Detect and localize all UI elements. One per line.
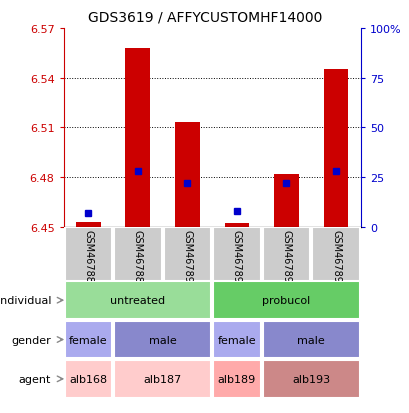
Bar bbox=[274, 174, 298, 227]
Text: probucol: probucol bbox=[262, 295, 310, 306]
Text: alb187: alb187 bbox=[143, 374, 181, 384]
Text: gender: gender bbox=[11, 335, 51, 345]
Bar bbox=[114, 360, 211, 398]
Text: individual: individual bbox=[0, 295, 51, 306]
Text: GSM467891: GSM467891 bbox=[281, 230, 291, 289]
Text: GSM467893: GSM467893 bbox=[330, 230, 340, 289]
Text: GDS3619 / AFFYCUSTOMHF14000: GDS3619 / AFFYCUSTOMHF14000 bbox=[88, 10, 321, 24]
Bar bbox=[262, 227, 310, 281]
Bar bbox=[76, 222, 101, 227]
Bar bbox=[64, 360, 112, 398]
Text: female: female bbox=[69, 335, 108, 345]
Bar bbox=[175, 123, 199, 227]
Bar bbox=[64, 282, 211, 319]
Bar bbox=[312, 227, 359, 281]
Text: GSM467890: GSM467890 bbox=[231, 230, 241, 289]
Text: alb168: alb168 bbox=[69, 374, 107, 384]
Bar bbox=[213, 227, 260, 281]
Bar bbox=[213, 282, 359, 319]
Bar bbox=[262, 321, 359, 358]
Bar bbox=[224, 224, 249, 227]
Bar bbox=[64, 227, 112, 281]
Text: agent: agent bbox=[19, 374, 51, 384]
Text: alb193: alb193 bbox=[292, 374, 330, 384]
Text: GSM467888: GSM467888 bbox=[83, 230, 93, 289]
Text: female: female bbox=[217, 335, 256, 345]
Text: male: male bbox=[297, 335, 324, 345]
Bar bbox=[213, 321, 260, 358]
Bar bbox=[323, 70, 348, 227]
Bar bbox=[64, 321, 112, 358]
Text: untreated: untreated bbox=[110, 295, 165, 306]
Text: GSM467889: GSM467889 bbox=[133, 230, 142, 289]
Text: alb189: alb189 bbox=[217, 374, 256, 384]
Bar bbox=[213, 360, 260, 398]
Text: male: male bbox=[148, 335, 176, 345]
Bar bbox=[262, 360, 359, 398]
Bar bbox=[125, 49, 150, 227]
Bar bbox=[114, 227, 161, 281]
Bar bbox=[163, 227, 211, 281]
Bar bbox=[114, 321, 211, 358]
Text: GSM467892: GSM467892 bbox=[182, 230, 192, 289]
